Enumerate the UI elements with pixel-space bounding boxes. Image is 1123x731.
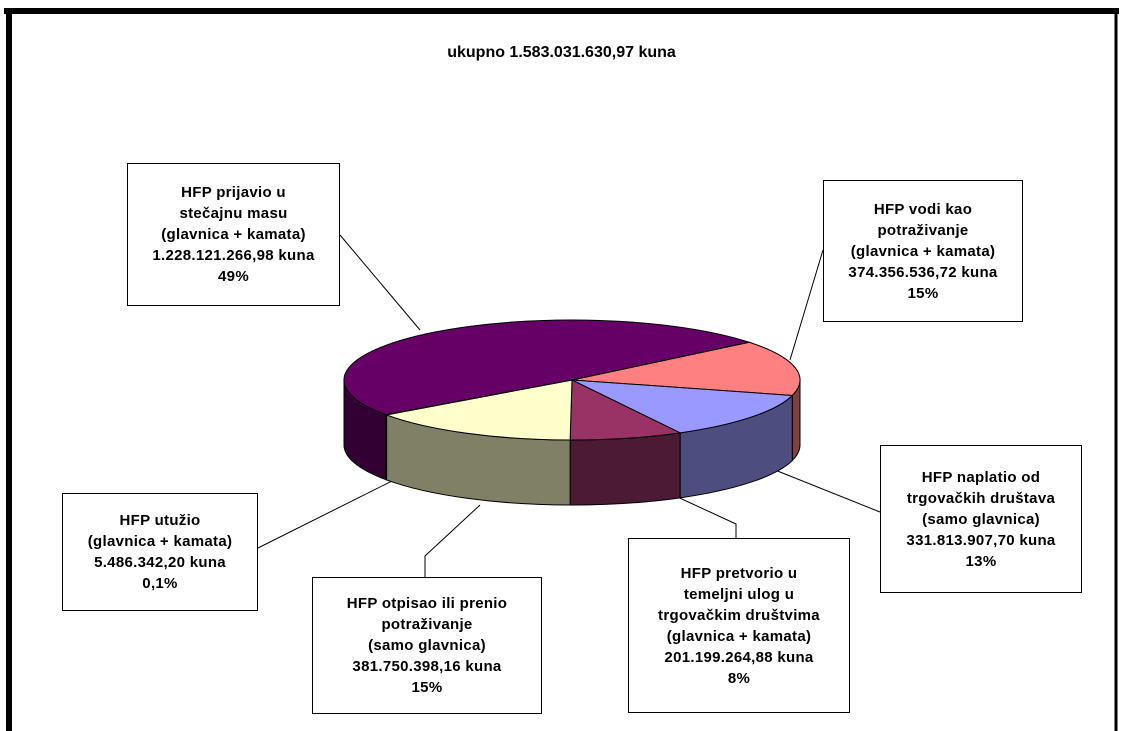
- callout-box: HFP pretvorio u temeljni ulog u trgovačkim…: [628, 538, 850, 713]
- value-label: 0,1%: [142, 575, 178, 592]
- value-label: 15%: [411, 679, 443, 696]
- slice: [571, 341, 801, 396]
- slice: [343, 319, 752, 416]
- category-label: trgovačkim društvima: [658, 606, 820, 624]
- value-label: 13%: [965, 552, 997, 570]
- category-label: HFP utužio: [119, 512, 201, 529]
- category-label: HFP pretvorio u: [680, 564, 798, 582]
- category-label: (samo glavnica): [368, 637, 486, 654]
- amount-label: 5.486.342,20 kuna: [94, 554, 226, 571]
- callout-box: HFP otpisao ili prenio potraživanje (samo …: [312, 577, 542, 714]
- callout-box: HFP naplatio od trgovačkih društava (samo …: [880, 445, 1082, 593]
- category-label: HFP prijavio u: [181, 184, 286, 201]
- leader-line: [789, 249, 824, 361]
- category-label: temeljni ulog u: [683, 585, 795, 603]
- category-label: stečajnu masu: [179, 205, 288, 222]
- category-label: (glavnica + kamata): [850, 242, 996, 260]
- category-label: HFP otpisao ili prenio: [346, 595, 508, 612]
- amount-label: 381.750.398,16 kuna: [352, 658, 502, 675]
- value-label: 15%: [907, 284, 939, 302]
- leader-line: [424, 504, 481, 577]
- leader-line: [339, 234, 421, 331]
- pie: [343, 319, 801, 506]
- category-label: (glavnica + kamata): [87, 533, 233, 550]
- category-label: trgovačkih društava: [906, 489, 1056, 507]
- amount-label: 331.813.907,70 kuna: [906, 531, 1056, 549]
- amount-label: 374.356.536,72 kuna: [848, 263, 998, 281]
- slice: [571, 379, 794, 434]
- category-label: HFP vodi kao: [873, 200, 973, 218]
- leader-line: [769, 467, 881, 513]
- category-label: potraživanje: [381, 616, 473, 633]
- value-label: 49%: [218, 268, 249, 285]
- category-label: (samo glavnica): [922, 510, 1040, 528]
- category-label: (glavnica + kamata): [161, 226, 306, 243]
- callout-box: HFP prijavio u stečajnu masu (glavnica + k…: [127, 163, 340, 306]
- category-label: potraživanje: [877, 221, 969, 239]
- leader-line: [257, 477, 399, 549]
- amount-label: 1.228.121.266,98 kuna: [152, 247, 315, 264]
- slice-side: [569, 432, 681, 506]
- category-label: (glavnica + kamata): [666, 627, 812, 645]
- slice: [384, 379, 573, 441]
- chart-title: ukupno 1.583.031.630,97 kuna: [447, 44, 676, 61]
- value-label: 8%: [727, 669, 751, 687]
- callout-box: HFP vodi kao potraživanje (glavnica + kama…: [823, 180, 1023, 322]
- amount-label: 201.199.264,88 kuna: [664, 648, 814, 666]
- callout-box: HFP utužio (glavnica + kamata) 5.486.342,2…: [62, 493, 258, 611]
- category-label: HFP naplatio od: [921, 468, 1041, 486]
- slice: [569, 379, 682, 441]
